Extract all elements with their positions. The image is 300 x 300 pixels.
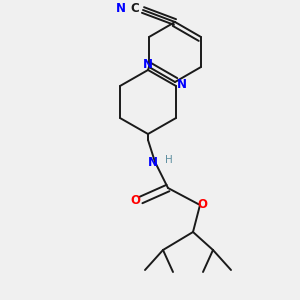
- Text: N: N: [148, 155, 158, 169]
- Text: H: H: [165, 155, 173, 165]
- Text: N: N: [143, 58, 153, 71]
- Text: C: C: [130, 2, 140, 16]
- Text: N: N: [116, 2, 126, 16]
- Text: N: N: [177, 77, 187, 91]
- Text: O: O: [197, 199, 207, 212]
- Text: O: O: [130, 194, 140, 206]
